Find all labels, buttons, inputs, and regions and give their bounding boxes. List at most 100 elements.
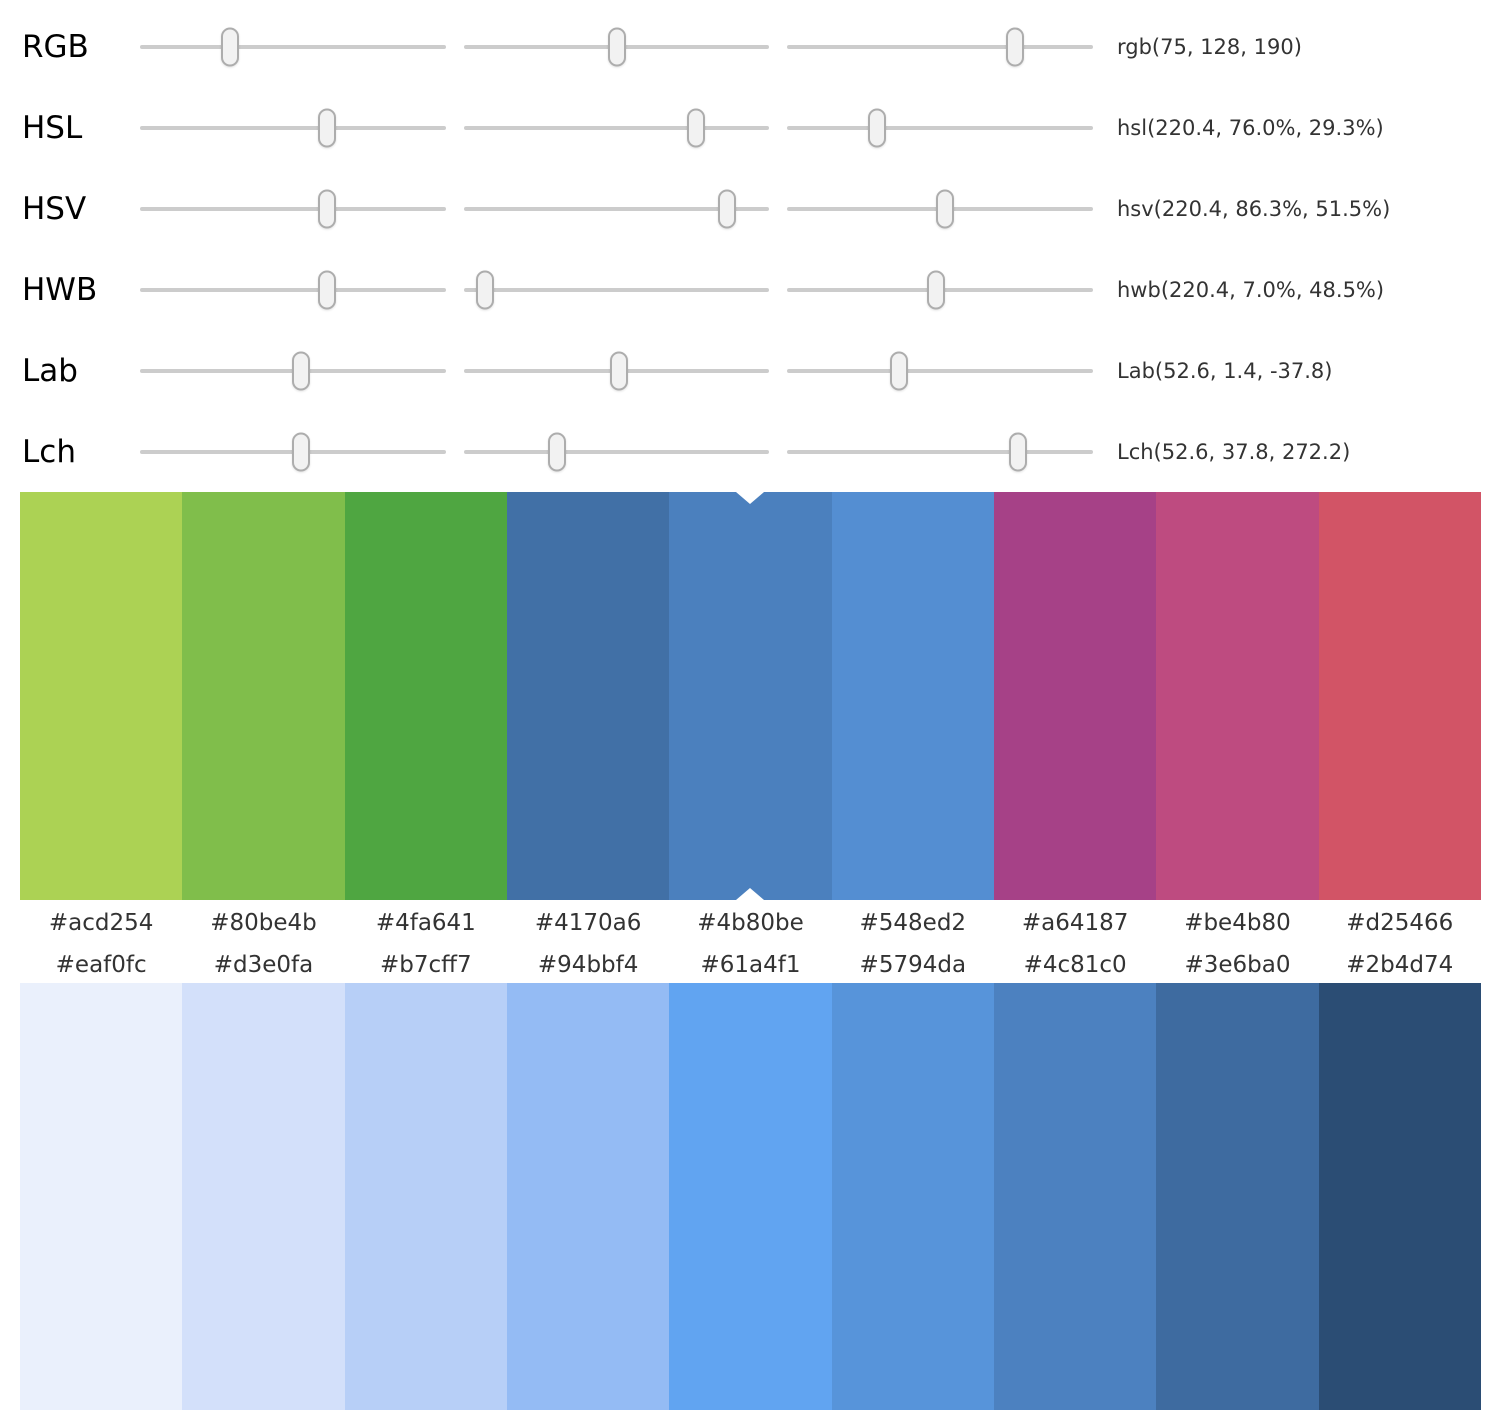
slider-thumb[interactable]	[609, 351, 628, 390]
hue-hex-label: #be4b80	[1184, 910, 1291, 936]
hue-swatch[interactable]	[1156, 492, 1319, 900]
tone-swatch[interactable]	[669, 983, 832, 1410]
hue-swatch[interactable]	[993, 492, 1157, 900]
lab-slider-a[interactable]	[463, 348, 770, 394]
slider-track[interactable]	[140, 125, 446, 130]
slider-thumb[interactable]	[547, 432, 566, 471]
slider-panel: RGB rgb(75, 128, 190) HSL	[0, 0, 1501, 492]
hue-hex-label: #548ed2	[859, 910, 967, 936]
rgb-slider-b[interactable]	[787, 24, 1094, 70]
slider-thumb[interactable]	[1008, 432, 1027, 471]
slider-track[interactable]	[463, 206, 770, 211]
tone-hex-label: #d3e0fa	[213, 951, 314, 978]
hue-palette	[20, 492, 1481, 900]
hsv-value-text: hsv(220.4, 86.3%, 51.5%)	[1117, 196, 1391, 221]
slider-tracks	[140, 348, 1094, 394]
slider-track[interactable]	[787, 44, 1094, 49]
slider-track[interactable]	[787, 368, 1094, 373]
lch-value-text: Lch(52.6, 37.8, 272.2)	[1117, 439, 1351, 464]
lab-slider-l[interactable]	[140, 348, 446, 394]
rgb-slider-r[interactable]	[140, 24, 446, 70]
slider-track[interactable]	[463, 449, 770, 454]
slider-track[interactable]	[140, 44, 446, 49]
hue-hex-label: #a64187	[1021, 910, 1129, 936]
slider-track[interactable]	[787, 125, 1094, 130]
hwb-slider-h[interactable]	[140, 267, 446, 313]
tone-swatch[interactable]	[506, 983, 670, 1410]
lch-slider-c[interactable]	[463, 429, 770, 475]
hsl-slider-l[interactable]	[787, 105, 1094, 151]
slider-track[interactable]	[140, 206, 446, 211]
slider-thumb[interactable]	[220, 27, 239, 66]
slider-thumb[interactable]	[718, 189, 737, 228]
tone-swatch[interactable]	[182, 983, 345, 1410]
hsl-value-text: hsl(220.4, 76.0%, 29.3%)	[1117, 115, 1384, 140]
colorspace-label-lch: Lch	[22, 433, 76, 470]
hue-swatch[interactable]	[506, 492, 670, 900]
hue-swatch[interactable]	[831, 492, 994, 900]
tone-swatch[interactable]	[993, 983, 1157, 1410]
slider-tracks	[140, 267, 1094, 313]
slider-thumb[interactable]	[318, 108, 337, 147]
tone-swatch[interactable]	[1318, 983, 1481, 1410]
slider-row-rgb: RGB rgb(75, 128, 190)	[0, 6, 1501, 87]
slider-track[interactable]	[140, 287, 446, 292]
slider-thumb[interactable]	[291, 351, 310, 390]
hue-hex-label: #80be4b	[210, 910, 317, 936]
tone-hex-labels: #eaf0fc #d3e0fa #b7cff7 #94bbf4 #61a4f1 …	[20, 946, 1481, 983]
slider-thumb[interactable]	[686, 108, 705, 147]
hsv-slider-v[interactable]	[787, 186, 1094, 232]
hwb-slider-w[interactable]	[463, 267, 770, 313]
slider-thumb[interactable]	[926, 270, 945, 309]
slider-track[interactable]	[463, 287, 770, 292]
tone-swatch[interactable]	[1156, 983, 1319, 1410]
tone-hex-label: #b7cff7	[380, 951, 472, 978]
hue-swatch[interactable]	[20, 492, 183, 900]
tone-swatch[interactable]	[831, 983, 994, 1410]
colorspace-label-hsl: HSL	[22, 109, 83, 146]
rgb-value-text: rgb(75, 128, 190)	[1117, 34, 1302, 59]
lch-slider-h[interactable]	[787, 429, 1094, 475]
tone-hex-label: #4c81c0	[1023, 951, 1127, 978]
slider-thumb[interactable]	[1006, 27, 1025, 66]
lab-slider-b[interactable]	[787, 348, 1094, 394]
slider-tracks	[140, 105, 1094, 151]
slider-thumb[interactable]	[318, 189, 337, 228]
colorspace-label-lab: Lab	[22, 352, 78, 389]
hue-hex-labels: #acd254 #80be4b #4fa641 #4170a6 #4b80be …	[20, 900, 1481, 946]
slider-track[interactable]	[787, 449, 1094, 454]
tone-swatch[interactable]	[20, 983, 183, 1410]
hsl-slider-s[interactable]	[463, 105, 770, 151]
hue-hex-label: #4170a6	[534, 910, 642, 936]
tone-hex-label: #5794da	[859, 951, 967, 978]
lch-slider-l[interactable]	[140, 429, 446, 475]
hue-hex-label: #d25466	[1346, 910, 1454, 936]
tone-hex-label: #2b4d74	[1346, 951, 1454, 978]
hue-swatch[interactable]	[344, 492, 507, 900]
hwb-slider-b[interactable]	[787, 267, 1094, 313]
tone-hex-label: #94bbf4	[537, 951, 639, 978]
hue-hex-label: #4fa641	[375, 910, 476, 936]
hue-swatch[interactable]	[1318, 492, 1481, 900]
hue-swatch[interactable]	[669, 492, 832, 900]
tone-swatch[interactable]	[344, 983, 507, 1410]
slider-thumb[interactable]	[476, 270, 495, 309]
slider-thumb[interactable]	[889, 351, 908, 390]
lab-value-text: Lab(52.6, 1.4, -37.8)	[1117, 358, 1333, 383]
hsv-slider-s[interactable]	[463, 186, 770, 232]
hsl-slider-h[interactable]	[140, 105, 446, 151]
hsv-slider-h[interactable]	[140, 186, 446, 232]
colorspace-label-hwb: HWB	[22, 271, 98, 308]
rgb-slider-g[interactable]	[463, 24, 770, 70]
slider-thumb[interactable]	[291, 432, 310, 471]
slider-row-hwb: HWB hwb(220.4, 7.0%, 48.5%)	[0, 249, 1501, 330]
slider-thumb[interactable]	[318, 270, 337, 309]
slider-thumb[interactable]	[608, 27, 627, 66]
slider-track[interactable]	[463, 125, 770, 130]
hue-swatch[interactable]	[182, 492, 345, 900]
slider-tracks	[140, 429, 1094, 475]
slider-thumb[interactable]	[935, 189, 954, 228]
slider-thumb[interactable]	[867, 108, 886, 147]
tone-hex-label: #eaf0fc	[55, 951, 147, 978]
